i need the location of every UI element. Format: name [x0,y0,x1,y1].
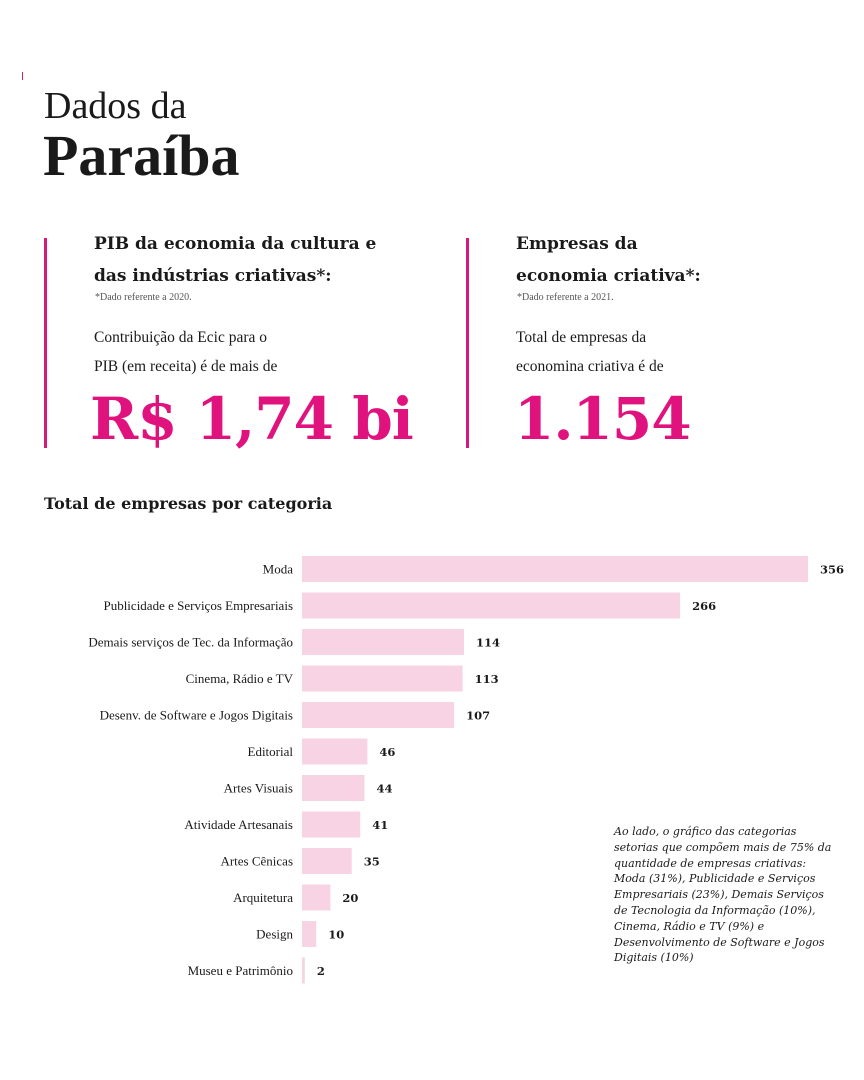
pib-value: R$ 1,74 bi [90,385,414,453]
page-title: Paraíba [43,123,240,188]
category-label-6: Artes Visuais [224,781,293,796]
bar-10 [302,921,317,947]
bar-0 [302,556,808,582]
bar-6 [302,775,365,801]
category-label-4: Desenv. de Software e Jogos Digitais [100,708,293,723]
side-note: Ao lado, o gráfico das categorias setori… [614,825,832,965]
category-label-3: Cinema, Rádio e TV [186,671,294,686]
value-label-0: 356 [820,563,844,577]
bar-5 [302,738,368,765]
pib-desc-line-1: Contribuição da Ecic para o [94,329,268,346]
category-label-11: Museu e Patrimônio [188,963,293,978]
empresas-value: 1.154 [514,385,692,453]
pib-accent-bar [44,238,47,448]
category-label-5: Editorial [248,744,294,759]
empresas-heading-line-2: economia criativa*: [516,266,701,286]
value-label-7: 41 [372,818,388,832]
bar-3 [302,665,463,692]
category-label-8: Artes Cênicas [220,854,293,869]
value-label-5: 46 [379,745,395,759]
value-label-9: 20 [342,891,358,905]
category-label-10: Design [256,927,293,942]
title-line-1: Dados da [44,85,187,127]
pib-heading-line-2: das indústrias criativas*: [94,266,332,286]
chart-title: Total de empresas por categoria [44,494,333,513]
empresas-note: *Dado referente a 2021. [517,292,614,303]
pib-desc-line-2: PIB (em receita) é de mais de [94,358,278,375]
pib-note: *Dado referente a 2020. [95,292,192,303]
pib-heading-line-1: PIB da economia da cultura e [94,234,377,254]
empresas-accent-bar [466,238,469,448]
value-label-4: 107 [466,709,490,723]
bar-1 [302,592,681,619]
bar-7 [302,811,361,838]
value-label-3: 113 [475,672,499,686]
category-label-0: Moda [263,562,294,577]
bar-8 [302,848,352,874]
category-label-1: Publicidade e Serviços Empresariais [103,598,293,613]
bar-4 [302,702,455,728]
bar-9 [302,884,331,911]
bar-2 [302,629,465,655]
category-label-2: Demais serviços de Tec. da Informação [88,635,293,650]
value-label-10: 10 [328,928,344,942]
corner-mark [22,72,23,80]
value-label-6: 44 [377,782,393,796]
empresas-desc-line-2: economina criativa é de [516,358,664,375]
value-label-8: 35 [364,855,380,869]
category-label-9: Arquitetura [233,890,293,905]
value-label-2: 114 [476,636,500,650]
bar-chart: Moda 356 Publicidade e Serviços Empresaria… [88,556,844,984]
category-label-7: Atividade Artesanais [184,817,293,832]
bar-11 [302,957,305,984]
value-label-11: 2 [317,964,325,978]
empresas-heading-line-1: Empresas da [516,234,638,254]
empresas-desc-line-1: Total de empresas da [516,329,647,346]
value-label-1: 266 [692,599,716,613]
